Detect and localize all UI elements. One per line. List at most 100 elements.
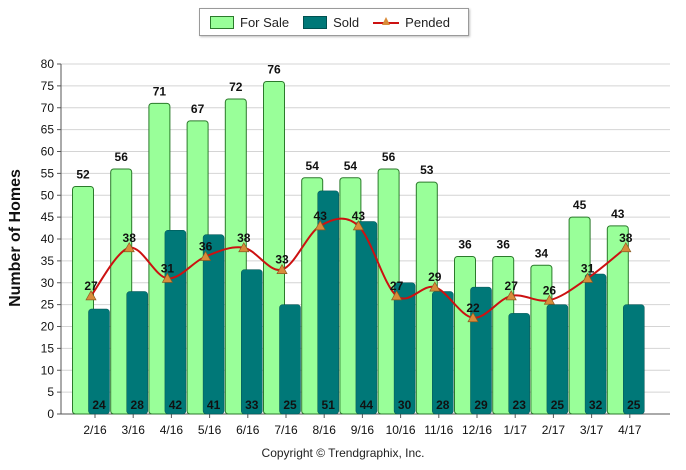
pended-value-label: 33 bbox=[275, 253, 289, 267]
pended-marker bbox=[467, 312, 479, 323]
for-sale-value-label: 36 bbox=[458, 238, 472, 252]
sold-value-label: 25 bbox=[551, 398, 565, 412]
for-sale-value-label: 56 bbox=[382, 150, 396, 164]
pended-marker bbox=[200, 250, 212, 261]
sold-bar bbox=[241, 269, 263, 415]
pended-marker bbox=[582, 272, 594, 283]
legend-item-pended: Pended bbox=[373, 15, 450, 30]
sold-value-label: 24 bbox=[92, 398, 106, 412]
sold-bar bbox=[623, 304, 645, 415]
y-tick-label: 5 bbox=[47, 385, 54, 399]
pended-marker bbox=[429, 281, 441, 292]
legend-label-pended: Pended bbox=[405, 14, 450, 30]
sold-bar bbox=[432, 291, 454, 415]
y-tick-label: 0 bbox=[47, 407, 54, 421]
for-sale-value-label: 34 bbox=[535, 246, 549, 260]
x-tick-label: 8/16 bbox=[313, 423, 337, 437]
sold-value-label: 25 bbox=[627, 398, 641, 412]
legend-label-for-sale: For Sale bbox=[240, 14, 290, 30]
sold-bar bbox=[508, 313, 530, 415]
pended-marker bbox=[505, 290, 517, 301]
x-tick-label: 11/16 bbox=[424, 423, 453, 437]
y-tick-label: 65 bbox=[41, 123, 55, 137]
sold-value-label: 29 bbox=[474, 398, 488, 412]
pended-value-label: 43 bbox=[314, 209, 328, 223]
sold-bar bbox=[202, 234, 225, 415]
x-tick-label: 2/17 bbox=[542, 423, 566, 437]
pended-marker bbox=[543, 294, 555, 305]
sold-value-label: 23 bbox=[513, 398, 527, 412]
pended-marker bbox=[352, 220, 364, 231]
sold-value-label: 32 bbox=[589, 398, 603, 412]
sold-value-label: 51 bbox=[322, 398, 336, 412]
legend-item-for-sale: For Sale bbox=[210, 15, 289, 30]
for-sale-value-label: 54 bbox=[344, 159, 358, 173]
x-tick-label: 12/16 bbox=[462, 423, 492, 437]
x-tick-label: 9/16 bbox=[351, 423, 375, 437]
pended-marker bbox=[276, 263, 288, 274]
sold-bar bbox=[88, 308, 110, 415]
x-tick-label: 3/17 bbox=[580, 423, 604, 437]
pended-value-label: 38 bbox=[619, 231, 633, 245]
sold-bar bbox=[355, 221, 378, 415]
pended-value-label: 27 bbox=[390, 279, 404, 293]
pended-value-label: 27 bbox=[505, 279, 519, 293]
sold-value-label: 25 bbox=[283, 398, 297, 412]
x-tick-label: 10/16 bbox=[386, 423, 416, 437]
pended-marker bbox=[123, 242, 135, 253]
for-sale-value-label: 67 bbox=[191, 102, 205, 116]
sold-bar bbox=[393, 282, 416, 415]
pended-value-label: 38 bbox=[123, 231, 137, 245]
sold-value-label: 44 bbox=[360, 398, 374, 412]
sold-value-label: 28 bbox=[436, 398, 450, 412]
for-sale-swatch bbox=[210, 15, 234, 29]
chart-legend: For Sale Sold Pended bbox=[199, 8, 469, 36]
y-tick-label: 40 bbox=[41, 232, 55, 246]
y-tick-label: 35 bbox=[41, 254, 55, 268]
y-tick-label: 10 bbox=[41, 363, 55, 377]
for-sale-value-label: 45 bbox=[573, 198, 587, 212]
sold-bar bbox=[279, 304, 301, 415]
legend-label-sold: Sold bbox=[333, 14, 360, 30]
sold-value-label: 42 bbox=[169, 398, 183, 412]
x-tick-label: 1/17 bbox=[504, 423, 528, 437]
pended-value-label: 29 bbox=[428, 270, 442, 284]
x-tick-label: 6/16 bbox=[236, 423, 260, 437]
for-sale-value-label: 56 bbox=[115, 150, 129, 164]
for-sale-value-label: 43 bbox=[611, 207, 625, 221]
pended-marker bbox=[85, 290, 97, 301]
pended-value-label: 31 bbox=[161, 261, 175, 275]
x-tick-label: 2/16 bbox=[83, 423, 107, 437]
pended-marker bbox=[238, 242, 250, 253]
x-tick-label: 5/16 bbox=[198, 423, 222, 437]
for-sale-value-label: 36 bbox=[497, 238, 511, 252]
y-tick-label: 25 bbox=[41, 298, 55, 312]
y-tick-label: 80 bbox=[41, 57, 55, 71]
y-tick-label: 70 bbox=[41, 101, 55, 115]
y-tick-label: 75 bbox=[41, 79, 55, 93]
for-sale-value-label: 53 bbox=[420, 163, 434, 177]
data-labels: 52 24 56 28 71 42 67 41 72 33 76 25 54 51 54 44 56 30 53 28… bbox=[76, 63, 640, 413]
y-tick-label: 50 bbox=[41, 188, 55, 202]
pended-marker bbox=[620, 242, 632, 253]
pended-line-swatch bbox=[373, 16, 400, 29]
pended-marker bbox=[161, 272, 173, 283]
y-tick-label: 60 bbox=[41, 145, 55, 159]
for-sale-value-label: 71 bbox=[153, 84, 167, 98]
sold-swatch bbox=[303, 15, 328, 29]
y-tick-label: 20 bbox=[41, 320, 55, 334]
x-tick-label: 4/17 bbox=[618, 423, 642, 437]
pended-value-label: 43 bbox=[352, 209, 366, 223]
pended-value-label: 27 bbox=[84, 279, 98, 293]
sold-value-label: 28 bbox=[131, 398, 145, 412]
pended-value-label: 26 bbox=[543, 283, 557, 297]
for-sale-value-label: 72 bbox=[229, 80, 243, 94]
legend-item-sold: Sold bbox=[303, 15, 359, 30]
x-tick-label: 4/16 bbox=[160, 423, 184, 437]
y-tick-label: 15 bbox=[41, 341, 55, 355]
sold-bar bbox=[126, 291, 148, 415]
pended-marker bbox=[391, 290, 403, 301]
x-tick-label: 7/16 bbox=[274, 423, 298, 437]
pended-line bbox=[85, 217, 632, 323]
